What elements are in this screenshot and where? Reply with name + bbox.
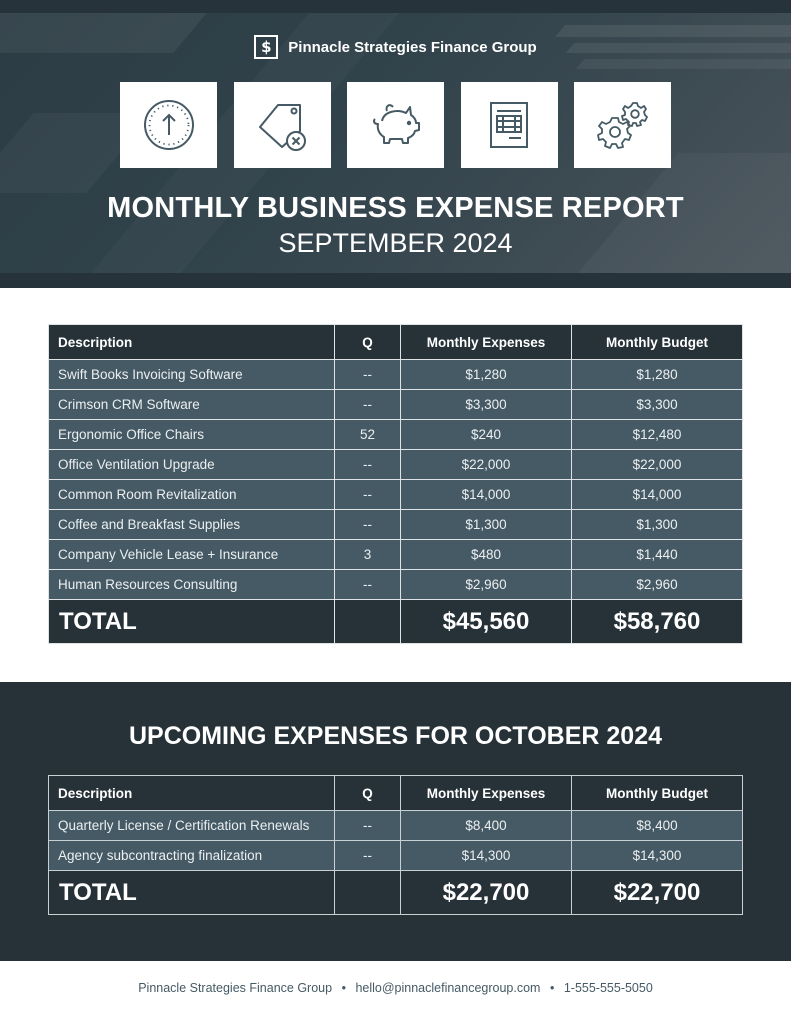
footer-email-link[interactable]: hello@pinnaclefinancegroup.com [355, 981, 541, 995]
table-row: Swift Books Invoicing Software -- $1,280… [48, 359, 743, 390]
coin-upload-icon [143, 100, 194, 150]
column-header-budget: Monthly Budget [571, 324, 743, 360]
total-row: TOTAL $45,560 $58,760 [48, 599, 743, 644]
icon-tile-document [460, 82, 558, 168]
report-title: MONTHLY BUSINESS EXPENSE REPORT [107, 192, 684, 224]
cell-quantity: -- [334, 840, 401, 871]
cell-budget: $14,300 [571, 840, 743, 871]
cell-description: Crimson CRM Software [48, 389, 335, 420]
cell-description: Coffee and Breakfast Supplies [48, 509, 335, 540]
column-header-quantity: Q [334, 775, 401, 811]
cell-description: Office Ventilation Upgrade [48, 449, 335, 480]
cell-budget: $22,000 [571, 449, 743, 480]
table-row: Crimson CRM Software -- $3,300 $3,300 [48, 389, 743, 420]
separator-dot: • [549, 981, 555, 995]
table-row: Quarterly License / Certification Renewa… [48, 810, 743, 841]
table-row: Agency subcontracting finalization -- $1… [48, 840, 743, 871]
cell-quantity: -- [334, 509, 401, 540]
total-label: TOTAL [48, 870, 335, 915]
cell-budget: $2,960 [571, 569, 743, 600]
cell-description: Agency subcontracting finalization [48, 840, 335, 871]
total-expenses: $45,560 [400, 599, 572, 644]
total-row: TOTAL $22,700 $22,700 [48, 870, 743, 915]
table-header-row: Description Q Monthly Expenses Monthly B… [48, 324, 743, 360]
piggy-bank-icon [372, 104, 420, 144]
cell-quantity: 3 [334, 539, 401, 570]
cell-budget: $1,280 [571, 359, 743, 390]
cell-quantity: -- [334, 359, 401, 390]
cell-expenses: $2,960 [400, 569, 572, 600]
cell-budget: $12,480 [571, 419, 743, 450]
cell-expenses: $1,300 [400, 509, 572, 540]
cell-budget: $8,400 [571, 810, 743, 841]
upcoming-title: UPCOMING EXPENSES FOR OCTOBER 2024 [129, 722, 662, 750]
cell-quantity: -- [334, 479, 401, 510]
cell-expenses: $8,400 [400, 810, 572, 841]
expense-table: Description Q Monthly Expenses Monthly B… [48, 324, 743, 644]
cell-expenses: $240 [400, 419, 572, 450]
table-row: Human Resources Consulting -- $2,960 $2,… [48, 569, 743, 600]
icon-tile-gears [574, 82, 671, 168]
upcoming-table: Description Q Monthly Expenses Monthly B… [48, 775, 743, 915]
icon-tile-coin [120, 82, 217, 168]
dollar-logo-icon: $ [254, 35, 279, 59]
table-header-row: Description Q Monthly Expenses Monthly B… [48, 775, 743, 811]
cell-description: Swift Books Invoicing Software [48, 359, 335, 390]
cell-expenses: $14,300 [400, 840, 572, 871]
table-row: Company Vehicle Lease + Insurance 3 $480… [48, 539, 743, 570]
icon-tile-piggy [347, 82, 444, 168]
brand-name: Pinnacle Strategies Finance Group [288, 38, 537, 56]
cell-budget: $3,300 [571, 389, 743, 420]
footer-phone: 1-555-555-5050 [563, 981, 653, 995]
total-budget: $22,700 [571, 870, 743, 915]
total-label: TOTAL [48, 599, 335, 644]
table-row: Coffee and Breakfast Supplies -- $1,300 … [48, 509, 743, 540]
cell-budget: $14,000 [571, 479, 743, 510]
cell-quantity: 52 [334, 419, 401, 450]
separator-dot: • [341, 981, 346, 995]
column-header-description: Description [48, 324, 335, 360]
hero-banner: $ Pinnacle Strategies Finance Group [0, 0, 791, 288]
cell-quantity: -- [334, 810, 401, 841]
table-row: Office Ventilation Upgrade -- $22,000 $2… [48, 449, 743, 480]
report-period: SEPTEMBER 2024 [278, 228, 513, 258]
column-header-expenses: Monthly Expenses [400, 324, 572, 360]
cell-description: Ergonomic Office Chairs [48, 419, 335, 450]
footer: Pinnacle Strategies Finance Group • hell… [0, 981, 791, 995]
column-header-expenses: Monthly Expenses [400, 775, 572, 811]
gears-icon [596, 102, 648, 149]
column-header-quantity: Q [334, 324, 401, 360]
column-header-description: Description [48, 775, 335, 811]
cell-expenses: $480 [400, 539, 572, 570]
cell-quantity: -- [334, 449, 401, 480]
footer-company: Pinnacle Strategies Finance Group [138, 981, 333, 995]
cell-expenses: $1,280 [400, 359, 572, 390]
cell-expenses: $3,300 [400, 389, 572, 420]
icon-tile-tag [233, 82, 331, 168]
cell-budget: $1,440 [571, 539, 743, 570]
brand: $ Pinnacle Strategies Finance Group [0, 35, 791, 59]
spreadsheet-document-icon [490, 102, 528, 148]
price-tag-remove-icon [259, 104, 306, 151]
cell-description: Human Resources Consulting [48, 569, 335, 600]
total-quantity [334, 599, 401, 644]
table-row: Common Room Revitalization -- $14,000 $1… [48, 479, 743, 510]
total-quantity [334, 870, 401, 915]
cell-budget: $1,300 [571, 509, 743, 540]
total-budget: $58,760 [571, 599, 743, 644]
table-row: Ergonomic Office Chairs 52 $240 $12,480 [48, 419, 743, 450]
total-expenses: $22,700 [400, 870, 572, 915]
cell-quantity: -- [334, 389, 401, 420]
cell-description: Quarterly License / Certification Renewa… [48, 810, 335, 841]
icon-row [120, 82, 671, 168]
column-header-budget: Monthly Budget [571, 775, 743, 811]
cell-expenses: $14,000 [400, 479, 572, 510]
cell-description: Company Vehicle Lease + Insurance [48, 539, 335, 570]
cell-description: Common Room Revitalization [48, 479, 335, 510]
cell-expenses: $22,000 [400, 449, 572, 480]
cell-quantity: -- [334, 569, 401, 600]
